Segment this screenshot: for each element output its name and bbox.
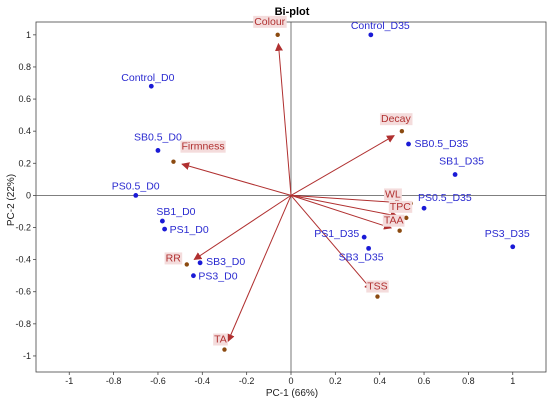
variable-label-bg xyxy=(253,15,287,28)
variable-label-bg xyxy=(213,333,228,346)
variable-label-bg xyxy=(366,280,389,293)
variable-label-bg xyxy=(382,214,405,227)
observation-label-ps1-d0: PS1_D0 xyxy=(170,224,209,236)
y-tick-label: -0.4 xyxy=(15,255,31,265)
y-tick-label: -0.8 xyxy=(15,319,31,329)
variable-point-taa xyxy=(397,228,402,233)
x-tick-label: -1 xyxy=(65,376,73,386)
observation-point-ps3-d0 xyxy=(191,273,196,279)
x-tick-label: 1 xyxy=(510,376,515,386)
observation-label-control-d0: Control_D0 xyxy=(121,72,174,84)
variable-label-decay: Decay xyxy=(381,113,412,125)
vector-rr xyxy=(193,194,292,261)
vector-tss xyxy=(290,195,373,291)
variable-point-firmness xyxy=(171,159,176,164)
y-tick-label: 0.2 xyxy=(18,158,31,168)
y-tick-label: -0.2 xyxy=(15,223,31,233)
variable-label-bg xyxy=(379,113,413,126)
variable-label-firmness: Firmness xyxy=(181,141,224,153)
observation-point-sb1-d35 xyxy=(452,172,458,177)
x-tick-label: 0.6 xyxy=(418,376,431,386)
y-axis-ticks: 1 0.8 0.6 0.4 0.2 0 -0.2 -0.4 -0.6 -0.8 -1 xyxy=(15,30,36,361)
observation-points: Control_D0 SB0.5_D0 PS0.5_D0 SB1_D0 PS1_D0 SB… xyxy=(112,20,530,283)
x-tick-label: -0.4 xyxy=(195,376,211,386)
x-tick-label: -0.8 xyxy=(106,376,122,386)
variable-point-colour xyxy=(275,32,280,38)
variable-label-colour: Colour xyxy=(254,16,285,28)
vector-colour xyxy=(275,42,292,196)
vector-tpc xyxy=(290,194,399,219)
y-tick-label: 0.4 xyxy=(18,126,31,136)
y-tick-label: 0.8 xyxy=(18,62,31,72)
variable-label-bg xyxy=(388,200,413,213)
variable-label-tss: TSS xyxy=(367,281,387,293)
variable-label-tpc: TPC xyxy=(390,201,411,213)
observation-point-sb0-5-d0 xyxy=(155,148,161,153)
variable-point-ta xyxy=(222,347,227,352)
observation-point-ps3-d35 xyxy=(510,244,516,250)
observation-point-control-d0 xyxy=(148,83,154,89)
observation-label-sb0-5-d0: SB0.5_D0 xyxy=(134,131,182,143)
x-tick-label: 0.2 xyxy=(329,376,342,386)
variable-vectors xyxy=(171,32,413,352)
observation-label-ps0-5-d0: PS0.5_D0 xyxy=(112,180,160,192)
observation-point-sb3-d0 xyxy=(197,260,203,266)
variable-label-wl: WL xyxy=(385,188,401,200)
variable-label-bg xyxy=(383,188,402,201)
observation-label-ps3-d0: PS3_D0 xyxy=(198,271,237,283)
observation-label-ps1-d35: PS1_D35 xyxy=(314,228,359,240)
observation-point-ps1-d35 xyxy=(361,234,367,240)
variable-label-rr: RR xyxy=(166,252,182,264)
x-axis-ticks: -1 -0.8 -0.6 -0.4 -0.2 0 0.2 0.4 0.6 0.8 1 xyxy=(65,372,515,386)
variable-label-bg xyxy=(180,140,226,153)
x-tick-label: -0.2 xyxy=(239,376,255,386)
y-tick-label: -0.6 xyxy=(15,287,31,297)
y-tick-label: 0.6 xyxy=(18,94,31,104)
variable-label-bg xyxy=(164,252,183,265)
variable-label-ta: TA xyxy=(214,334,227,346)
observation-label-sb3-d0: SB3_D0 xyxy=(206,256,245,268)
y-tick-label: 1 xyxy=(26,30,31,40)
observation-point-ps0-5-d35 xyxy=(421,205,427,211)
x-tick-label: 0 xyxy=(288,376,293,386)
x-axis-title: PC-1 (66%) xyxy=(266,388,318,399)
observation-point-sb0-5-d35 xyxy=(406,141,411,147)
x-tick-label: 0.8 xyxy=(462,376,475,386)
variable-point-rr xyxy=(184,262,189,267)
observation-point-control-d35 xyxy=(368,32,374,38)
y-axis-title: PC-2 (22%) xyxy=(6,174,17,226)
vector-decay xyxy=(290,135,395,196)
observation-point-sb1-d0 xyxy=(159,218,165,224)
variable-point-tss xyxy=(375,294,380,299)
observation-label-sb1-d35: SB1_D35 xyxy=(439,156,484,168)
observation-label-sb3-d35: SB3_D35 xyxy=(339,251,384,263)
observation-point-ps1-d0 xyxy=(162,226,168,232)
observation-label-sb0-5-d35: SB0.5_D35 xyxy=(415,138,469,150)
vector-wl xyxy=(290,194,403,207)
chart-title: Bi-plot xyxy=(275,6,310,18)
observation-point-ps0-5-d0 xyxy=(133,192,139,198)
variable-point-decay xyxy=(399,128,405,134)
observation-label-control-d35: Control_D35 xyxy=(351,20,410,32)
variable-label-taa: TAA xyxy=(384,215,404,227)
vector-firmness xyxy=(181,162,292,196)
y-tick-label: 0 xyxy=(26,190,31,200)
observation-label-ps3-d35: PS3_D35 xyxy=(485,228,530,240)
x-tick-label: 0.4 xyxy=(373,376,386,386)
observation-label-ps0-5-d35: PS0.5_D35 xyxy=(418,192,472,204)
variable-point-tpc xyxy=(404,215,409,221)
x-tick-label: -0.6 xyxy=(150,376,166,386)
observation-label-sb1-d0: SB1_D0 xyxy=(156,206,195,218)
y-tick-label: -1 xyxy=(23,351,31,361)
vector-ta xyxy=(227,195,292,343)
observation-point-sb3-d35 xyxy=(366,245,372,251)
vector-taa xyxy=(290,194,393,230)
